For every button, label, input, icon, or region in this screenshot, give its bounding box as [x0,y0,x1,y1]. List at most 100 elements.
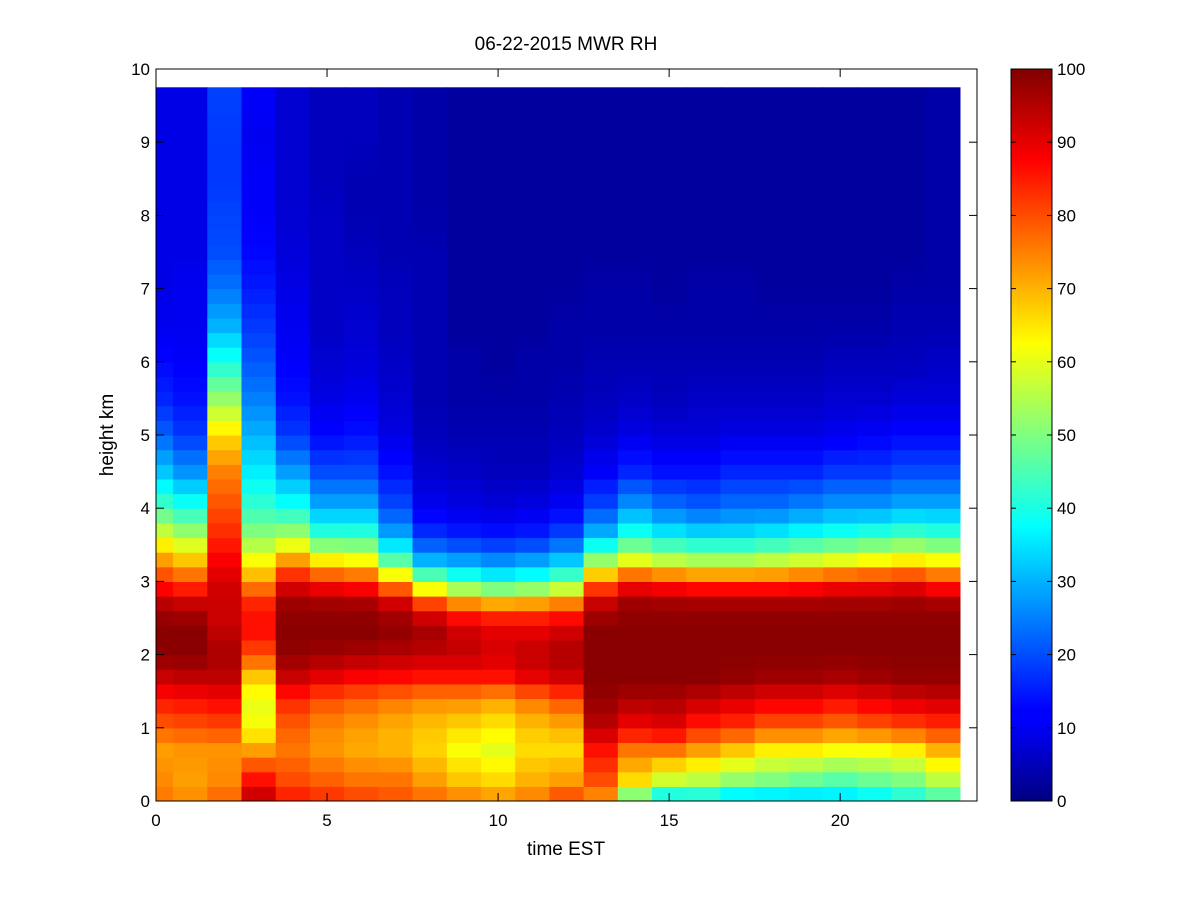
heatmap-cell [686,610,722,626]
heatmap-cell [309,742,345,758]
heatmap-cell [720,87,756,99]
heatmap-cell [652,771,687,787]
heatmap-cell [686,142,722,158]
heatmap-cell [617,273,653,290]
heatmap-cell [788,376,824,392]
heatmap-cell [583,713,619,729]
heatmap-cell [652,610,687,626]
heatmap-cell [173,625,208,641]
heatmap-cell [344,552,379,568]
heatmap-cell [275,142,311,158]
heatmap-cell [823,610,858,626]
heatmap-cell [480,713,516,729]
heatmap-cell [686,127,722,143]
heatmap-cell [515,200,550,216]
heatmap-cell [309,420,345,436]
heatmap-cell [583,771,619,787]
heatmap-cell [344,215,379,231]
colorbar-gradient [1011,69,1052,801]
heatmap-cell [173,405,208,421]
heatmap-cell [754,713,790,729]
heatmap-cell [173,215,208,231]
heatmap-cell [412,332,448,348]
heatmap-cell [515,698,550,714]
heatmap-cell [617,683,653,700]
heatmap-cell [207,347,243,363]
heatmap-cell [275,464,311,480]
heatmap-cell [788,552,824,568]
heatmap-cell [857,171,893,187]
heatmap-cell [754,200,790,216]
heatmap-cell [412,259,448,275]
heatmap-cell [275,566,311,582]
heatmap-cell [652,112,687,129]
heatmap-cell [480,596,516,612]
heatmap-cell [720,566,756,582]
heatmap-cell [652,639,687,656]
heatmap-cell [720,405,756,421]
heatmap-cell [857,683,893,700]
heatmap-cell [480,464,516,480]
heatmap-cell [309,186,345,202]
heatmap-cell [686,596,722,612]
heatmap-cell [412,508,448,524]
heatmap-cell [720,200,756,216]
heatmap-cell [207,215,243,231]
heatmap-cell [446,244,482,260]
heatmap-cell [480,288,516,304]
heatmap-cell [344,200,379,216]
heatmap-cell [549,683,585,700]
heatmap-cell [788,639,824,656]
heatmap-cell [583,186,619,202]
heatmap-cell [515,522,550,539]
heatmap-cell [823,273,858,290]
heatmap-cell [412,230,448,246]
heatmap-cell [891,757,927,773]
heatmap-cell [275,288,311,304]
heatmap-cell [173,552,208,568]
heatmap-cell [720,98,756,114]
heatmap-cell [925,244,961,260]
heatmap-cell [754,449,790,465]
heatmap-cell [652,522,687,539]
heatmap-cell [378,654,414,670]
heatmap-cell [207,332,243,348]
heatmap-cell [788,742,824,758]
heatmap-cell [891,786,927,801]
heatmap-cell [412,171,448,187]
heatmap-cell [823,508,858,524]
heatmap-cell [583,332,619,348]
heatmap-cell [173,288,208,304]
heatmap-cell [156,727,174,744]
heatmap-cell [173,127,208,143]
heatmap-cell [823,478,858,495]
heatmap-cell [207,200,243,216]
heatmap-cell [549,669,585,685]
heatmap-cell [309,317,345,334]
heatmap-cell [344,727,379,744]
heatmap-cell [823,347,858,363]
heatmap-cell [156,98,174,114]
heatmap-cell [207,508,243,524]
heatmap-cell [788,317,824,334]
heatmap-cell [207,566,243,582]
heatmap-cell [480,727,516,744]
colorbar-tick-label: 30 [1057,572,1076,591]
heatmap-cell [754,332,790,348]
heatmap-cell [754,215,790,231]
heatmap-cell [207,478,243,495]
heatmap-cell [446,87,482,99]
heatmap-cell [549,435,585,451]
heatmap-cell [412,625,448,641]
heatmap-cell [788,625,824,641]
heatmap-cell [891,391,927,407]
heatmap-cell [891,493,927,509]
heatmap-cell [173,639,208,656]
heatmap-cell [823,376,858,392]
heatmap-cell [344,288,379,304]
heatmap-cell [925,786,961,801]
heatmap-cell [549,522,585,539]
heatmap-cell [857,127,893,143]
x-tick-label: 5 [322,811,331,830]
heatmap-cell [788,156,824,173]
